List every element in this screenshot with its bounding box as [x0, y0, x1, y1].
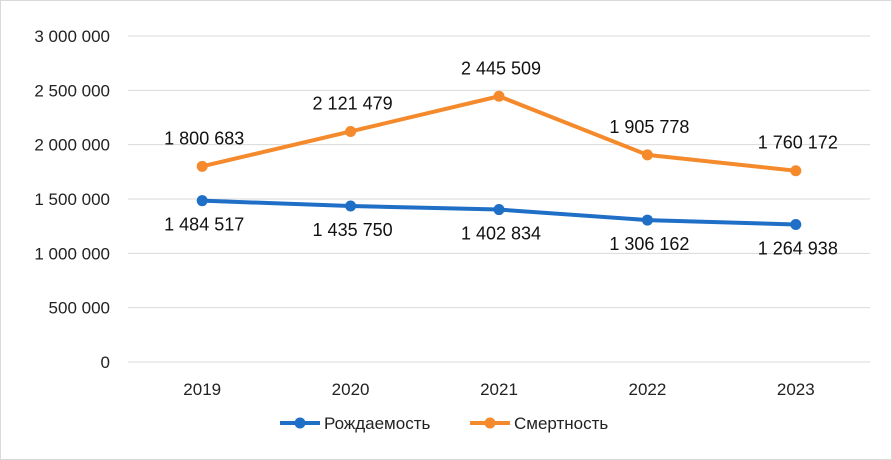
y-tick-label: 500 000: [49, 299, 110, 318]
legend-label-2: Смертность: [514, 414, 608, 433]
x-tick-label: 2022: [628, 380, 666, 399]
y-tick-label: 3 000 000: [34, 27, 110, 46]
legend-label-1: Рождаемость: [324, 414, 430, 433]
series-2-data-label: 2 445 509: [461, 58, 541, 78]
series-2-point: [493, 90, 505, 102]
series-1-data-label: 1 435 750: [313, 220, 393, 240]
y-tick-label: 2 500 000: [34, 81, 110, 100]
series-2-point: [641, 149, 653, 161]
y-tick-label: 2 000 000: [34, 136, 110, 155]
y-tick-label: 1 500 000: [34, 190, 110, 209]
series-1-data-label: 1 306 162: [609, 234, 689, 254]
legend-swatch-marker-2: [484, 417, 496, 429]
x-tick-label: 2021: [480, 380, 518, 399]
series-2-data-label: 1 760 172: [758, 133, 838, 153]
series-1-data-label: 1 484 517: [164, 215, 244, 235]
x-tick-label: 2020: [332, 380, 370, 399]
series-2-data-label: 2 121 479: [313, 93, 393, 113]
series-2-point: [196, 160, 208, 172]
series-1-data-label: 1 264 938: [758, 239, 838, 259]
y-tick-label: 0: [101, 353, 110, 372]
y-tick-label: 1 000 000: [34, 244, 110, 263]
series-1-data-label: 1 402 834: [461, 224, 541, 244]
series-1-point: [493, 204, 505, 216]
series-2-data-label: 1 800 683: [164, 128, 244, 148]
x-tick-label: 2023: [777, 380, 815, 399]
series-2-point: [790, 165, 802, 177]
series-1-point: [641, 214, 653, 226]
series-2-data-label: 1 905 778: [609, 117, 689, 137]
series-2-point: [345, 125, 357, 137]
series-line-2: [200, 94, 798, 173]
x-tick-label: 2019: [183, 380, 221, 399]
legend-swatch-marker-1: [294, 417, 306, 429]
series-1-point: [196, 195, 208, 207]
series-1-point: [790, 219, 802, 231]
series-1-point: [345, 200, 357, 212]
